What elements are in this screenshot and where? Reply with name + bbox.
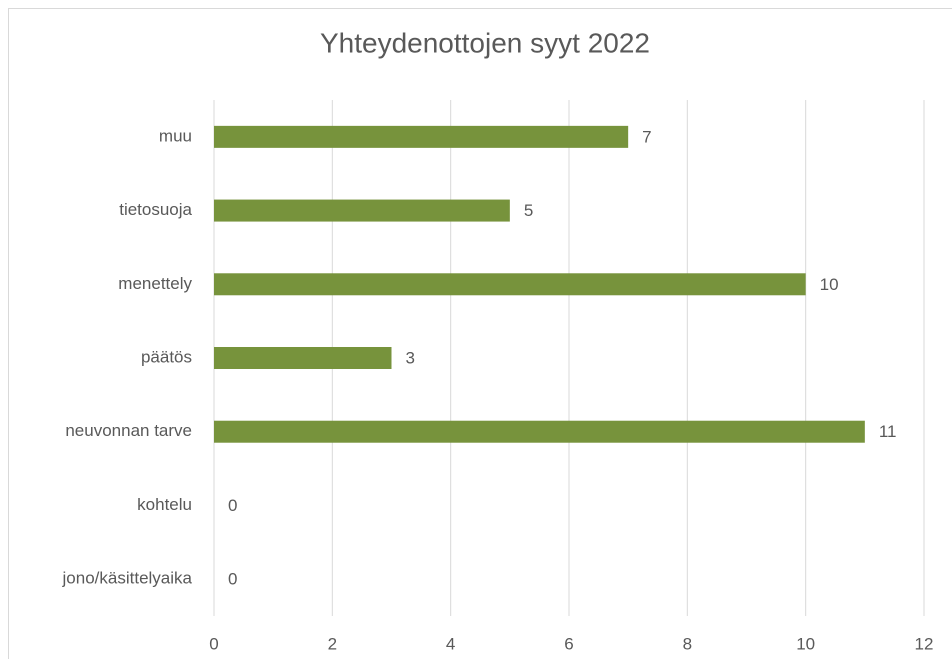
bar	[214, 347, 392, 369]
y-tick-label: menettely	[118, 274, 192, 293]
x-tick-label: 8	[683, 634, 692, 653]
y-tick-label: päätös	[141, 347, 192, 366]
data-label: 5	[524, 201, 533, 220]
x-tick-label: 0	[209, 634, 218, 653]
chart-title: Yhteydenottojen syyt 2022	[320, 27, 650, 58]
x-tick-label: 4	[446, 634, 455, 653]
data-label: 11	[879, 422, 897, 441]
bar	[214, 199, 510, 222]
chart-frame	[8, 8, 952, 659]
y-tick-label: tietosuoja	[119, 200, 192, 219]
y-tick-label: muu	[159, 126, 192, 145]
data-label: 0	[228, 496, 237, 515]
data-label: 3	[406, 348, 415, 367]
data-label: 10	[820, 275, 839, 294]
data-label: 0	[228, 570, 237, 589]
y-tick-label: jono/käsittelyaika	[62, 569, 193, 588]
y-tick-label: kohtelu	[137, 495, 192, 514]
data-label: 7	[642, 127, 651, 146]
y-tick-label: neuvonnan tarve	[65, 421, 192, 440]
bar	[214, 420, 865, 443]
bar	[214, 273, 806, 296]
x-tick-label: 6	[564, 634, 573, 653]
bar	[214, 125, 629, 148]
x-tick-label: 12	[915, 634, 934, 653]
x-tick-label: 10	[796, 634, 815, 653]
x-tick-label: 2	[328, 634, 337, 653]
